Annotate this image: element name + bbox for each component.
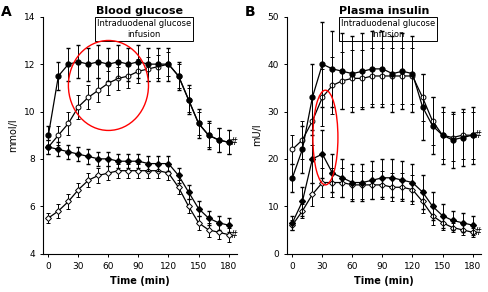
- Text: #: #: [473, 130, 482, 140]
- X-axis label: Time (min): Time (min): [110, 277, 170, 286]
- Title: Blood glucose: Blood glucose: [97, 6, 183, 16]
- Text: Intraduodenal glucose
infusion: Intraduodenal glucose infusion: [97, 19, 191, 39]
- Y-axis label: mmol/l: mmol/l: [8, 118, 18, 152]
- Text: #: #: [473, 227, 482, 237]
- Text: #: #: [229, 137, 238, 147]
- Text: B: B: [245, 5, 256, 19]
- Y-axis label: mU/l: mU/l: [252, 124, 262, 147]
- Text: A: A: [1, 5, 12, 19]
- X-axis label: Time (min): Time (min): [354, 277, 414, 286]
- Title: Plasma insulin: Plasma insulin: [339, 6, 429, 16]
- Text: Intraduodenal glucose
infusion: Intraduodenal glucose infusion: [341, 19, 435, 39]
- Text: #: #: [229, 230, 238, 240]
